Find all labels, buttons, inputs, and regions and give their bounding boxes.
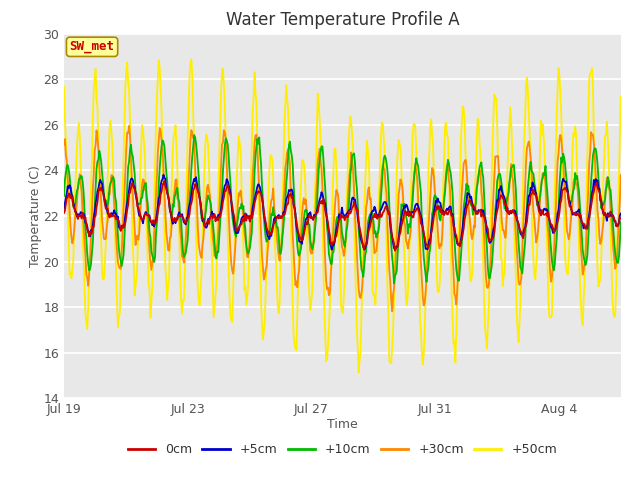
+30cm	[313, 178, 321, 184]
Legend: 0cm, +5cm, +10cm, +30cm, +50cm: 0cm, +5cm, +10cm, +30cm, +50cm	[123, 438, 562, 461]
+50cm	[617, 94, 625, 99]
+30cm	[390, 286, 398, 291]
+10cm	[481, 213, 489, 218]
+5cm	[481, 215, 489, 221]
+5cm	[159, 172, 167, 178]
+30cm	[434, 226, 442, 231]
+10cm	[389, 264, 397, 269]
+10cm	[390, 280, 398, 286]
+50cm	[188, 56, 195, 62]
Line: +30cm: +30cm	[64, 126, 621, 311]
Line: 0cm: 0cm	[64, 181, 621, 251]
+10cm	[434, 203, 442, 208]
+10cm	[60, 193, 68, 199]
Line: +5cm: +5cm	[64, 175, 621, 250]
+5cm	[204, 216, 212, 222]
0cm	[161, 178, 168, 184]
0cm	[391, 248, 399, 253]
+30cm	[204, 182, 212, 188]
+30cm	[617, 172, 625, 178]
+5cm	[390, 245, 398, 251]
+10cm	[159, 137, 166, 143]
+50cm	[355, 370, 362, 375]
0cm	[389, 237, 397, 242]
Line: +10cm: +10cm	[64, 135, 621, 283]
Line: +50cm: +50cm	[64, 59, 621, 372]
+5cm	[617, 211, 625, 216]
+5cm	[434, 195, 442, 201]
+30cm	[388, 308, 396, 314]
0cm	[204, 217, 212, 223]
+30cm	[481, 257, 489, 263]
Title: Water Temperature Profile A: Water Temperature Profile A	[225, 11, 460, 29]
+10cm	[190, 132, 198, 138]
+50cm	[390, 296, 398, 302]
+5cm	[159, 176, 166, 182]
+50cm	[159, 158, 166, 164]
+5cm	[313, 208, 321, 214]
+5cm	[60, 205, 68, 211]
0cm	[313, 210, 321, 216]
Y-axis label: Temperature (C): Temperature (C)	[29, 165, 42, 267]
0cm	[617, 216, 625, 221]
0cm	[434, 206, 442, 212]
+5cm	[328, 247, 335, 252]
0cm	[60, 210, 68, 216]
+30cm	[60, 142, 68, 147]
+50cm	[434, 289, 442, 295]
+50cm	[60, 84, 68, 90]
+10cm	[204, 192, 212, 198]
0cm	[481, 218, 489, 224]
+30cm	[125, 123, 133, 129]
+10cm	[313, 206, 321, 212]
0cm	[159, 181, 166, 187]
X-axis label: Time: Time	[327, 418, 358, 431]
+50cm	[481, 325, 489, 331]
+10cm	[617, 219, 625, 225]
+30cm	[159, 165, 167, 170]
+50cm	[204, 142, 212, 147]
Text: SW_met: SW_met	[70, 40, 115, 53]
+50cm	[313, 126, 321, 132]
